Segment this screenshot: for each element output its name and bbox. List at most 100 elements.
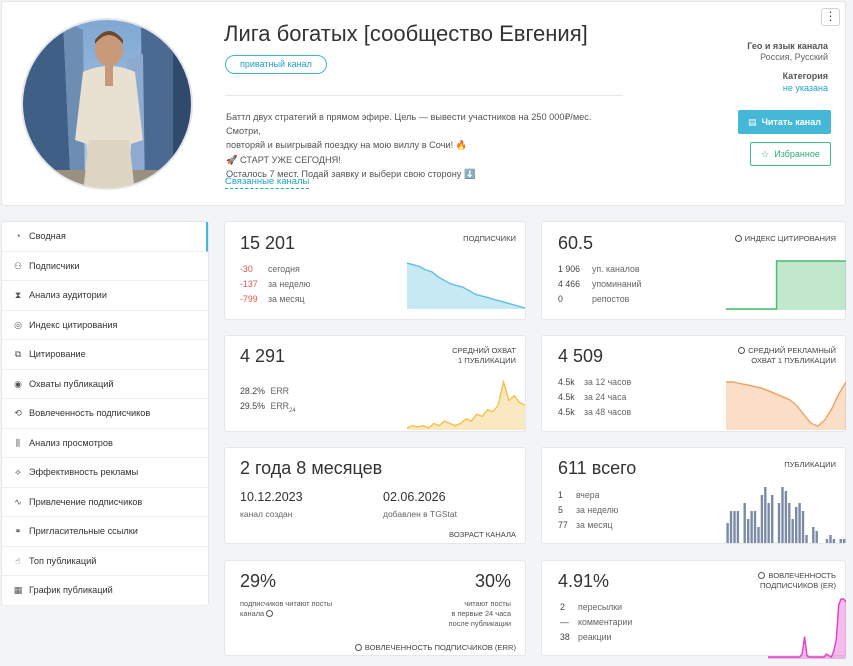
stat-row-number: 4.5k bbox=[558, 377, 575, 387]
category-value[interactable]: не указана bbox=[782, 83, 828, 93]
sidebar-item[interactable]: ⚭ Пригласительные ссылки bbox=[2, 517, 208, 547]
related-channels-link[interactable]: Связанные каналы bbox=[225, 176, 310, 189]
posts-bar bbox=[726, 523, 729, 543]
subscribers-card[interactable]: 15 201 ПОДПИСЧИКИ -30 сегодня -137 за недел… bbox=[224, 221, 526, 320]
err-engagement-card[interactable]: 29% подписчиков читают посты канала 30% ч… bbox=[224, 560, 526, 656]
ad-reach-value: 4 509 bbox=[558, 346, 604, 366]
stat-row-number: — bbox=[560, 617, 569, 627]
posts-card[interactable]: 611 всего ПУБЛИКАЦИИ 1 вчера 5 за неделю 77 з… bbox=[541, 447, 846, 544]
stat-row-label: сегодня bbox=[268, 264, 300, 274]
posts-total: 611 всего bbox=[558, 458, 637, 478]
stat-row-number: 1 906 bbox=[558, 264, 581, 274]
avg-reach-card[interactable]: 4 291 СРЕДНИЙ ОХВАТ 1 ПУБЛИКАЦИИ 28.2% ER… bbox=[224, 335, 526, 432]
stat-row-label: за 48 часов bbox=[584, 407, 632, 417]
chart-line bbox=[407, 262, 525, 309]
reach-trend-chart bbox=[407, 380, 525, 430]
posts-bar bbox=[788, 503, 791, 543]
added-date: 02.06.2026 bbox=[383, 490, 446, 504]
sidebar-item[interactable]: ⟡ Эффективность рекламы bbox=[2, 458, 208, 488]
chart-line bbox=[768, 598, 846, 658]
stat-row-label: за 12 часов bbox=[584, 377, 632, 387]
clock-icon bbox=[758, 572, 766, 579]
stat-row-label: реакции bbox=[578, 632, 612, 642]
sidebar-item[interactable]: ⧉ Цитирование bbox=[2, 340, 208, 370]
citation-index-card[interactable]: 60.5 ИНДЕКС ЦИТИРОВАНИЯ 1 906 уп. каналов… bbox=[541, 221, 846, 320]
chart-area bbox=[407, 382, 525, 430]
stat-row-label: за неделю bbox=[268, 279, 311, 289]
favorite-label: Избранное bbox=[774, 149, 820, 159]
stat-row-number: 2 bbox=[560, 602, 565, 612]
category-label: Категория bbox=[782, 71, 828, 81]
posts-bar bbox=[771, 495, 774, 543]
sidebar-item-label: Охваты публикаций bbox=[29, 378, 114, 389]
stat-row-label: упоминаний bbox=[592, 279, 642, 289]
sidebar-item-label: Привлечение подписчиков bbox=[29, 496, 143, 507]
citation-index-caption: ИНДЕКС ЦИТИРОВАНИЯ bbox=[734, 234, 836, 244]
sidebar-item[interactable]: ⫼ Анализ просмотров bbox=[2, 429, 208, 458]
sidebar-item[interactable]: ▦ График публикаций bbox=[2, 576, 208, 606]
chart-area bbox=[726, 261, 846, 310]
sidebar-nav: ◔ Сводная ⚇ Подписчики ⧗ Анализ аудитории ◎ Инд… bbox=[1, 221, 209, 606]
stat-row: 77 за месяц bbox=[558, 520, 613, 530]
posts-bar bbox=[843, 539, 846, 543]
subscribers-caption: ПОДПИСЧИКИ bbox=[463, 234, 516, 243]
stat-row: 1 906 уп. каналов bbox=[558, 264, 640, 274]
read-channel-label: Читать канал bbox=[761, 117, 821, 127]
sidebar-item[interactable]: ⧗ Анализ аудитории bbox=[2, 281, 208, 311]
sidebar-item[interactable]: ⟲ Вовлеченность подписчиков bbox=[2, 399, 208, 429]
posts-bar bbox=[825, 539, 829, 543]
stat-row: 4.5k за 24 часа bbox=[558, 392, 626, 402]
chart-line bbox=[407, 380, 525, 429]
stat-row: 4 466 упоминаний bbox=[558, 279, 641, 289]
posts-bar bbox=[798, 503, 801, 543]
description-line: Осталось 7 мест. Подай заявку и выбери с… bbox=[226, 168, 476, 179]
channel-title: Лига богатых [сообщество Евгения] bbox=[224, 21, 588, 46]
sidebar-item[interactable]: ☝ Топ публикаций bbox=[2, 547, 208, 576]
created-label: канал создан bbox=[240, 509, 293, 519]
posts-bar bbox=[781, 487, 784, 543]
posts-bar bbox=[805, 535, 808, 543]
stat-row: -30 сегодня bbox=[240, 264, 300, 274]
sidebar-item-icon: ▦ bbox=[13, 585, 23, 595]
channel-description: Баттл двух стратегий в прямом эфире. Цел… bbox=[226, 110, 626, 181]
star-icon: ☆ bbox=[761, 149, 770, 159]
sidebar-item-icon: ◎ bbox=[14, 319, 22, 330]
sidebar-item[interactable]: ◔ Сводная bbox=[2, 222, 208, 252]
chart-area bbox=[768, 599, 846, 659]
channel-age-card[interactable]: 2 года 8 месяцев 10.12.2023 канал создан… bbox=[224, 447, 526, 544]
posts-bar bbox=[729, 511, 733, 543]
favorite-button[interactable]: ☆ Избранное bbox=[750, 142, 831, 166]
sidebar-item[interactable]: ∿ Привлечение подписчиков bbox=[2, 488, 208, 517]
stat-row: 4.5k за 12 часов bbox=[558, 377, 631, 387]
posts-bar bbox=[829, 535, 832, 543]
clock-icon bbox=[354, 644, 362, 651]
stat-row-label: уп. каналов bbox=[592, 264, 640, 274]
stat-row: 1 вчера bbox=[558, 490, 600, 500]
sidebar-item[interactable]: ⚇ Подписчики bbox=[2, 252, 208, 281]
sidebar-item-icon: ☝ bbox=[15, 555, 21, 566]
stat-row: 38 реакции bbox=[560, 632, 611, 642]
stat-row-number: 5 bbox=[558, 505, 563, 515]
stat-row-label: за 24 часа bbox=[584, 392, 627, 402]
sidebar-item-label: Анализ аудитории bbox=[29, 290, 107, 300]
er-engagement-card[interactable]: 4.91% ВОВЛЕЧЕННОСТЬ ПОДПИСЧИКОВ (ER) 2 пер… bbox=[541, 560, 846, 659]
posts-bar bbox=[777, 503, 781, 543]
more-menu-button[interactable]: ⋮ bbox=[821, 8, 840, 26]
channel-avatar bbox=[21, 18, 193, 190]
posts-bar bbox=[801, 511, 805, 543]
sidebar-item-label: Эффективность рекламы bbox=[29, 467, 139, 477]
sidebar-item-icon: ◔ bbox=[15, 231, 21, 241]
stat-row-label: за неделю bbox=[576, 505, 619, 515]
stat-row: — комментарии bbox=[560, 617, 632, 627]
stat-row-label: вчера bbox=[576, 490, 600, 500]
read-channel-button[interactable]: ▤ Читать канал bbox=[738, 110, 831, 134]
stat-row-number: 38 bbox=[560, 632, 570, 642]
posts-bar bbox=[753, 511, 757, 543]
sidebar-item-label: Индекс цитирования bbox=[29, 319, 118, 330]
sidebar-item[interactable]: ◉ Охваты публикаций bbox=[2, 370, 208, 399]
ad-reach-card[interactable]: 4 509 СРЕДНИЙ РЕКЛАМНЫЙ ОХВАТ 1 ПУБЛИКАЦИ… bbox=[541, 335, 846, 432]
geo-language-value: Россия, Русский bbox=[760, 52, 828, 62]
sidebar-item[interactable]: ◎ Индекс цитирования bbox=[2, 311, 208, 340]
posts-bar bbox=[733, 511, 736, 543]
created-date: 10.12.2023 bbox=[240, 490, 303, 504]
